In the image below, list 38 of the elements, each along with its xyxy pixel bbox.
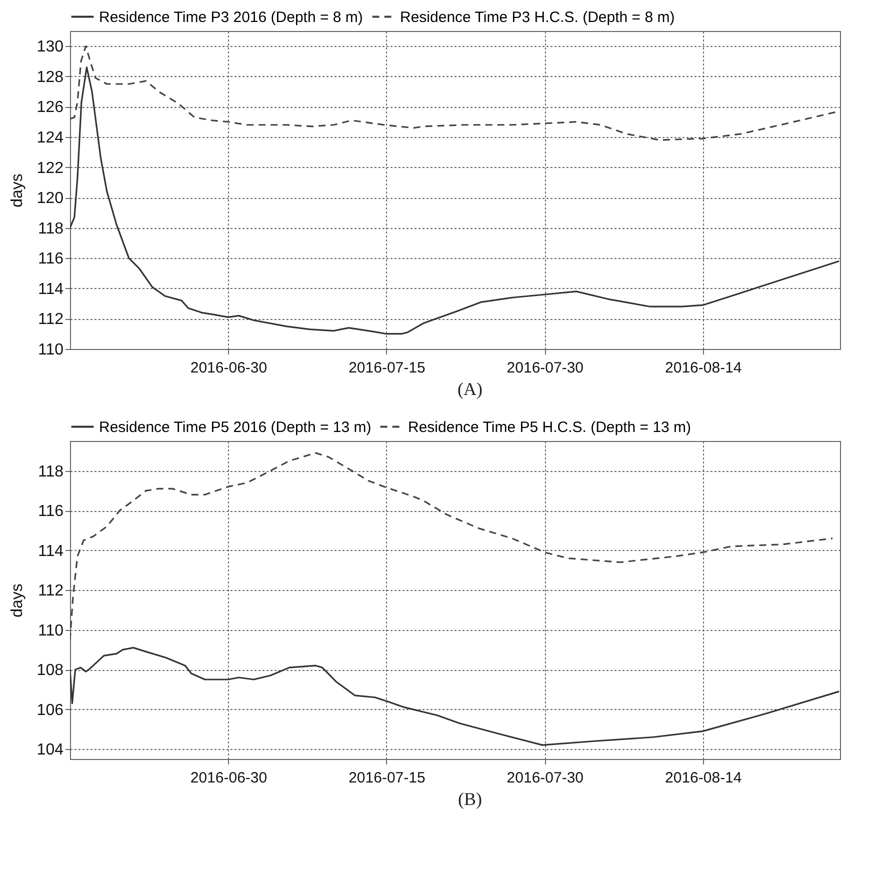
y-tick-label: 124: [36, 130, 64, 146]
y-tick-label: 116: [38, 503, 64, 520]
legend-label: Residence Time P3 2016 (Depth = 8 m): [99, 8, 363, 26]
x-tick-label: 2016-06-30: [190, 360, 268, 376]
x-tick-label: 2016-08-14: [665, 770, 742, 786]
x-tick-label: 2016-07-30: [506, 770, 584, 786]
legend-label: Residence Time P3 H.C.S. (Depth = 8 m): [400, 8, 675, 26]
y-tick-label: 114: [38, 280, 64, 298]
x-tick-label: 2016-08-14: [665, 360, 742, 376]
x-tick-label: 2016-06-30: [190, 770, 268, 786]
y-tick-label: 114: [38, 542, 64, 560]
y-tick-label: 118: [38, 463, 64, 480]
line-series: [70, 66, 840, 335]
text: (B): [457, 789, 483, 810]
line-series: [70, 646, 840, 746]
y-tick-label: 122: [36, 160, 64, 177]
y-tick-label: 110: [38, 342, 64, 358]
x-tick-label: 2016-07-30: [506, 360, 584, 376]
y-tick-label: 130: [36, 38, 64, 56]
text: (A): [456, 379, 484, 400]
line-series: [70, 452, 834, 641]
y-axis-title: days: [8, 174, 26, 208]
y-tick-label: 106: [36, 702, 64, 719]
y-tick-label: 112: [38, 311, 64, 328]
y-tick-label: 108: [36, 662, 64, 680]
legend-label: Residence Time P5 2016 (Depth = 13 m): [99, 418, 372, 436]
y-tick-label: 104: [36, 742, 64, 759]
y-tick-label: 120: [36, 190, 64, 208]
x-tick-label: 2016-07-15: [348, 770, 426, 786]
y-tick-label: 128: [36, 68, 64, 86]
y-tick-label: 110: [38, 622, 64, 640]
y-axis-title: days: [8, 584, 26, 618]
y-tick-label: 118: [38, 220, 64, 238]
y-tick-label: 126: [36, 99, 64, 116]
y-tick-label: 112: [38, 582, 64, 600]
y-tick-label: 116: [38, 250, 64, 268]
x-tick-label: 2016-07-15: [348, 360, 426, 376]
legend-label: Residence Time P5 H.C.S. (Depth = 13 m): [408, 418, 692, 436]
